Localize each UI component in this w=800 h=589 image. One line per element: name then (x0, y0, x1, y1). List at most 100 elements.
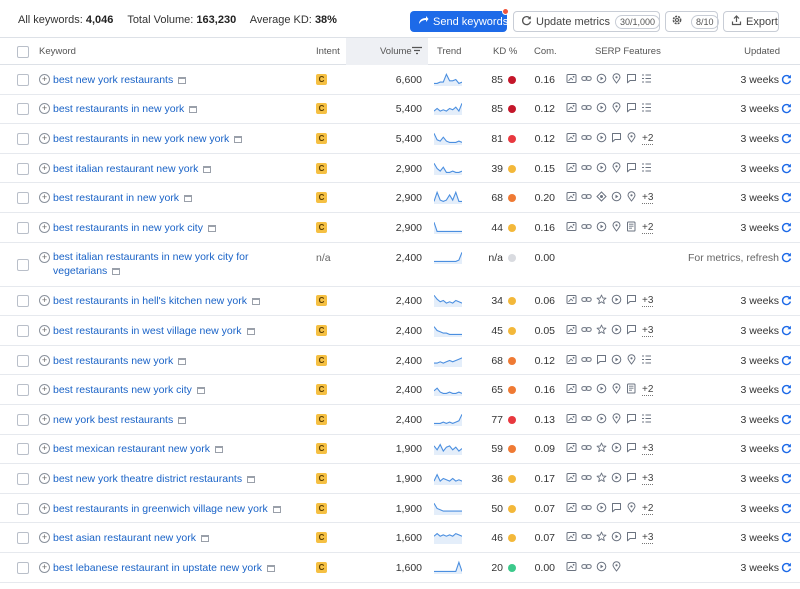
intent-badge[interactable]: C (316, 502, 327, 514)
keyword-text[interactable]: best italian restaurant new york (53, 162, 199, 175)
intent-badge[interactable]: C (316, 103, 327, 115)
serp-more[interactable]: +3 (642, 532, 654, 545)
calendar-icon[interactable] (272, 505, 281, 513)
intent-badge[interactable]: C (316, 295, 327, 307)
settings-button[interactable]: 8/10 (665, 11, 719, 32)
video-icon[interactable] (611, 324, 626, 338)
refresh-icon[interactable] (781, 295, 792, 306)
calendar-icon[interactable] (203, 165, 212, 173)
link-icon[interactable] (581, 531, 596, 545)
calendar-icon[interactable] (215, 446, 223, 454)
reviews-icon[interactable] (626, 324, 641, 338)
calendar-icon[interactable] (178, 76, 187, 84)
col-com[interactable]: Com. (534, 46, 557, 57)
calendar-icon[interactable] (201, 535, 209, 543)
col-kd[interactable]: KD % (493, 46, 518, 57)
keyword-link[interactable]: best asian restaurant new york (53, 531, 303, 545)
export-button[interactable]: Export (723, 11, 779, 32)
add-keyword-icon[interactable]: + (39, 472, 50, 484)
row-checkbox[interactable] (17, 532, 29, 545)
star-icon[interactable] (596, 472, 611, 486)
intent-badge[interactable]: C (316, 354, 327, 366)
intent-badge[interactable]: C (316, 221, 327, 233)
keyword-link[interactable]: best new york restaurants (53, 73, 303, 87)
link-icon[interactable] (581, 294, 596, 308)
link-icon[interactable] (581, 324, 596, 338)
local-pack-icon[interactable] (626, 191, 641, 205)
keyword-link[interactable]: best mexican restaurant new york (53, 442, 303, 456)
star-icon[interactable] (596, 294, 611, 308)
intent-badge[interactable]: C (316, 192, 327, 204)
list-icon[interactable] (641, 413, 656, 427)
news-icon[interactable] (626, 221, 641, 235)
keyword-link[interactable]: best restaurants new york (53, 354, 303, 368)
serp-more[interactable]: +3 (642, 324, 654, 337)
row-checkbox[interactable] (17, 561, 29, 574)
keyword-text[interactable]: best restaurant in new york (53, 192, 180, 205)
keyword-text[interactable]: best restaurants in new york new york (53, 132, 230, 145)
video-icon[interactable] (611, 531, 626, 545)
local-pack-icon[interactable] (626, 501, 641, 516)
image-pack-icon[interactable] (566, 162, 581, 176)
keyword-link[interactable]: best lebanese restaurant in upstate new … (53, 561, 303, 575)
image-pack-icon[interactable] (566, 442, 581, 456)
local-pack-icon[interactable] (611, 73, 626, 87)
link-icon[interactable] (581, 413, 596, 427)
row-checkbox[interactable] (17, 192, 29, 205)
refresh-icon[interactable] (781, 562, 792, 573)
video-icon[interactable] (596, 162, 611, 176)
table-row[interactable]: + best italian restaurants in new york ci… (0, 243, 800, 287)
local-pack-icon[interactable] (611, 161, 626, 176)
reviews-icon[interactable] (611, 502, 626, 516)
calendar-icon[interactable] (252, 298, 261, 306)
intent-badge[interactable]: C (316, 324, 327, 336)
refresh-icon[interactable] (781, 443, 792, 454)
table-row[interactable]: + best mexican restaurant new york C 1,900 5… (0, 435, 800, 465)
keyword-text[interactable]: best asian restaurant new york (53, 532, 196, 545)
table-row[interactable]: + best restaurants new york city C 2,400 65 0… (0, 375, 800, 405)
refresh-icon[interactable] (781, 355, 792, 366)
image-pack-icon[interactable] (566, 73, 581, 87)
table-row[interactable]: + best restaurants in new york new york C 5… (0, 124, 800, 154)
row-checkbox[interactable] (17, 162, 29, 175)
add-keyword-icon[interactable]: + (39, 73, 50, 85)
calendar-icon[interactable] (112, 267, 121, 275)
link-icon[interactable] (581, 383, 596, 397)
refresh-icon[interactable] (781, 532, 792, 543)
row-checkbox[interactable] (17, 324, 29, 337)
add-keyword-icon[interactable]: + (39, 251, 50, 263)
video-icon[interactable] (611, 442, 626, 456)
col-trend[interactable]: Trend (437, 46, 462, 57)
refresh-icon[interactable] (781, 192, 792, 203)
keyword-link[interactable]: best restaurants in new york (53, 102, 303, 116)
serp-more[interactable]: +2 (642, 132, 654, 145)
add-keyword-icon[interactable]: + (39, 103, 50, 115)
star-icon[interactable] (596, 531, 611, 545)
add-keyword-icon[interactable]: + (39, 132, 50, 144)
row-checkbox[interactable] (17, 354, 29, 367)
image-pack-icon[interactable] (566, 294, 581, 308)
keyword-link[interactable]: best restaurants in west village new yor… (53, 324, 303, 338)
reviews-icon[interactable] (626, 73, 641, 87)
video-icon[interactable] (611, 191, 626, 205)
image-pack-icon[interactable] (566, 561, 581, 575)
serp-more[interactable]: +3 (642, 472, 654, 485)
keyword-link[interactable]: best restaurants in hell's kitchen new y… (53, 294, 303, 308)
keyword-text[interactable]: best lebanese restaurant in upstate new … (53, 561, 262, 574)
news-icon[interactable] (626, 383, 641, 397)
local-pack-icon[interactable] (611, 383, 626, 397)
col-volume[interactable]: Volume (380, 46, 412, 57)
refresh-icon[interactable] (781, 103, 792, 114)
link-icon[interactable] (581, 221, 596, 235)
refresh-icon[interactable] (781, 74, 792, 85)
video-icon[interactable] (596, 102, 611, 116)
video-icon[interactable] (596, 502, 611, 516)
video-icon[interactable] (596, 383, 611, 397)
send-keywords-button[interactable]: Send keywords (410, 8, 509, 32)
keyword-text[interactable]: best mexican restaurant new york (53, 443, 210, 456)
intent-badge[interactable]: C (316, 73, 327, 85)
row-checkbox[interactable] (17, 73, 29, 86)
refresh-icon[interactable] (781, 222, 792, 233)
local-pack-icon[interactable] (611, 102, 626, 116)
keyword-link[interactable]: best new york theatre district restauran… (53, 472, 303, 486)
